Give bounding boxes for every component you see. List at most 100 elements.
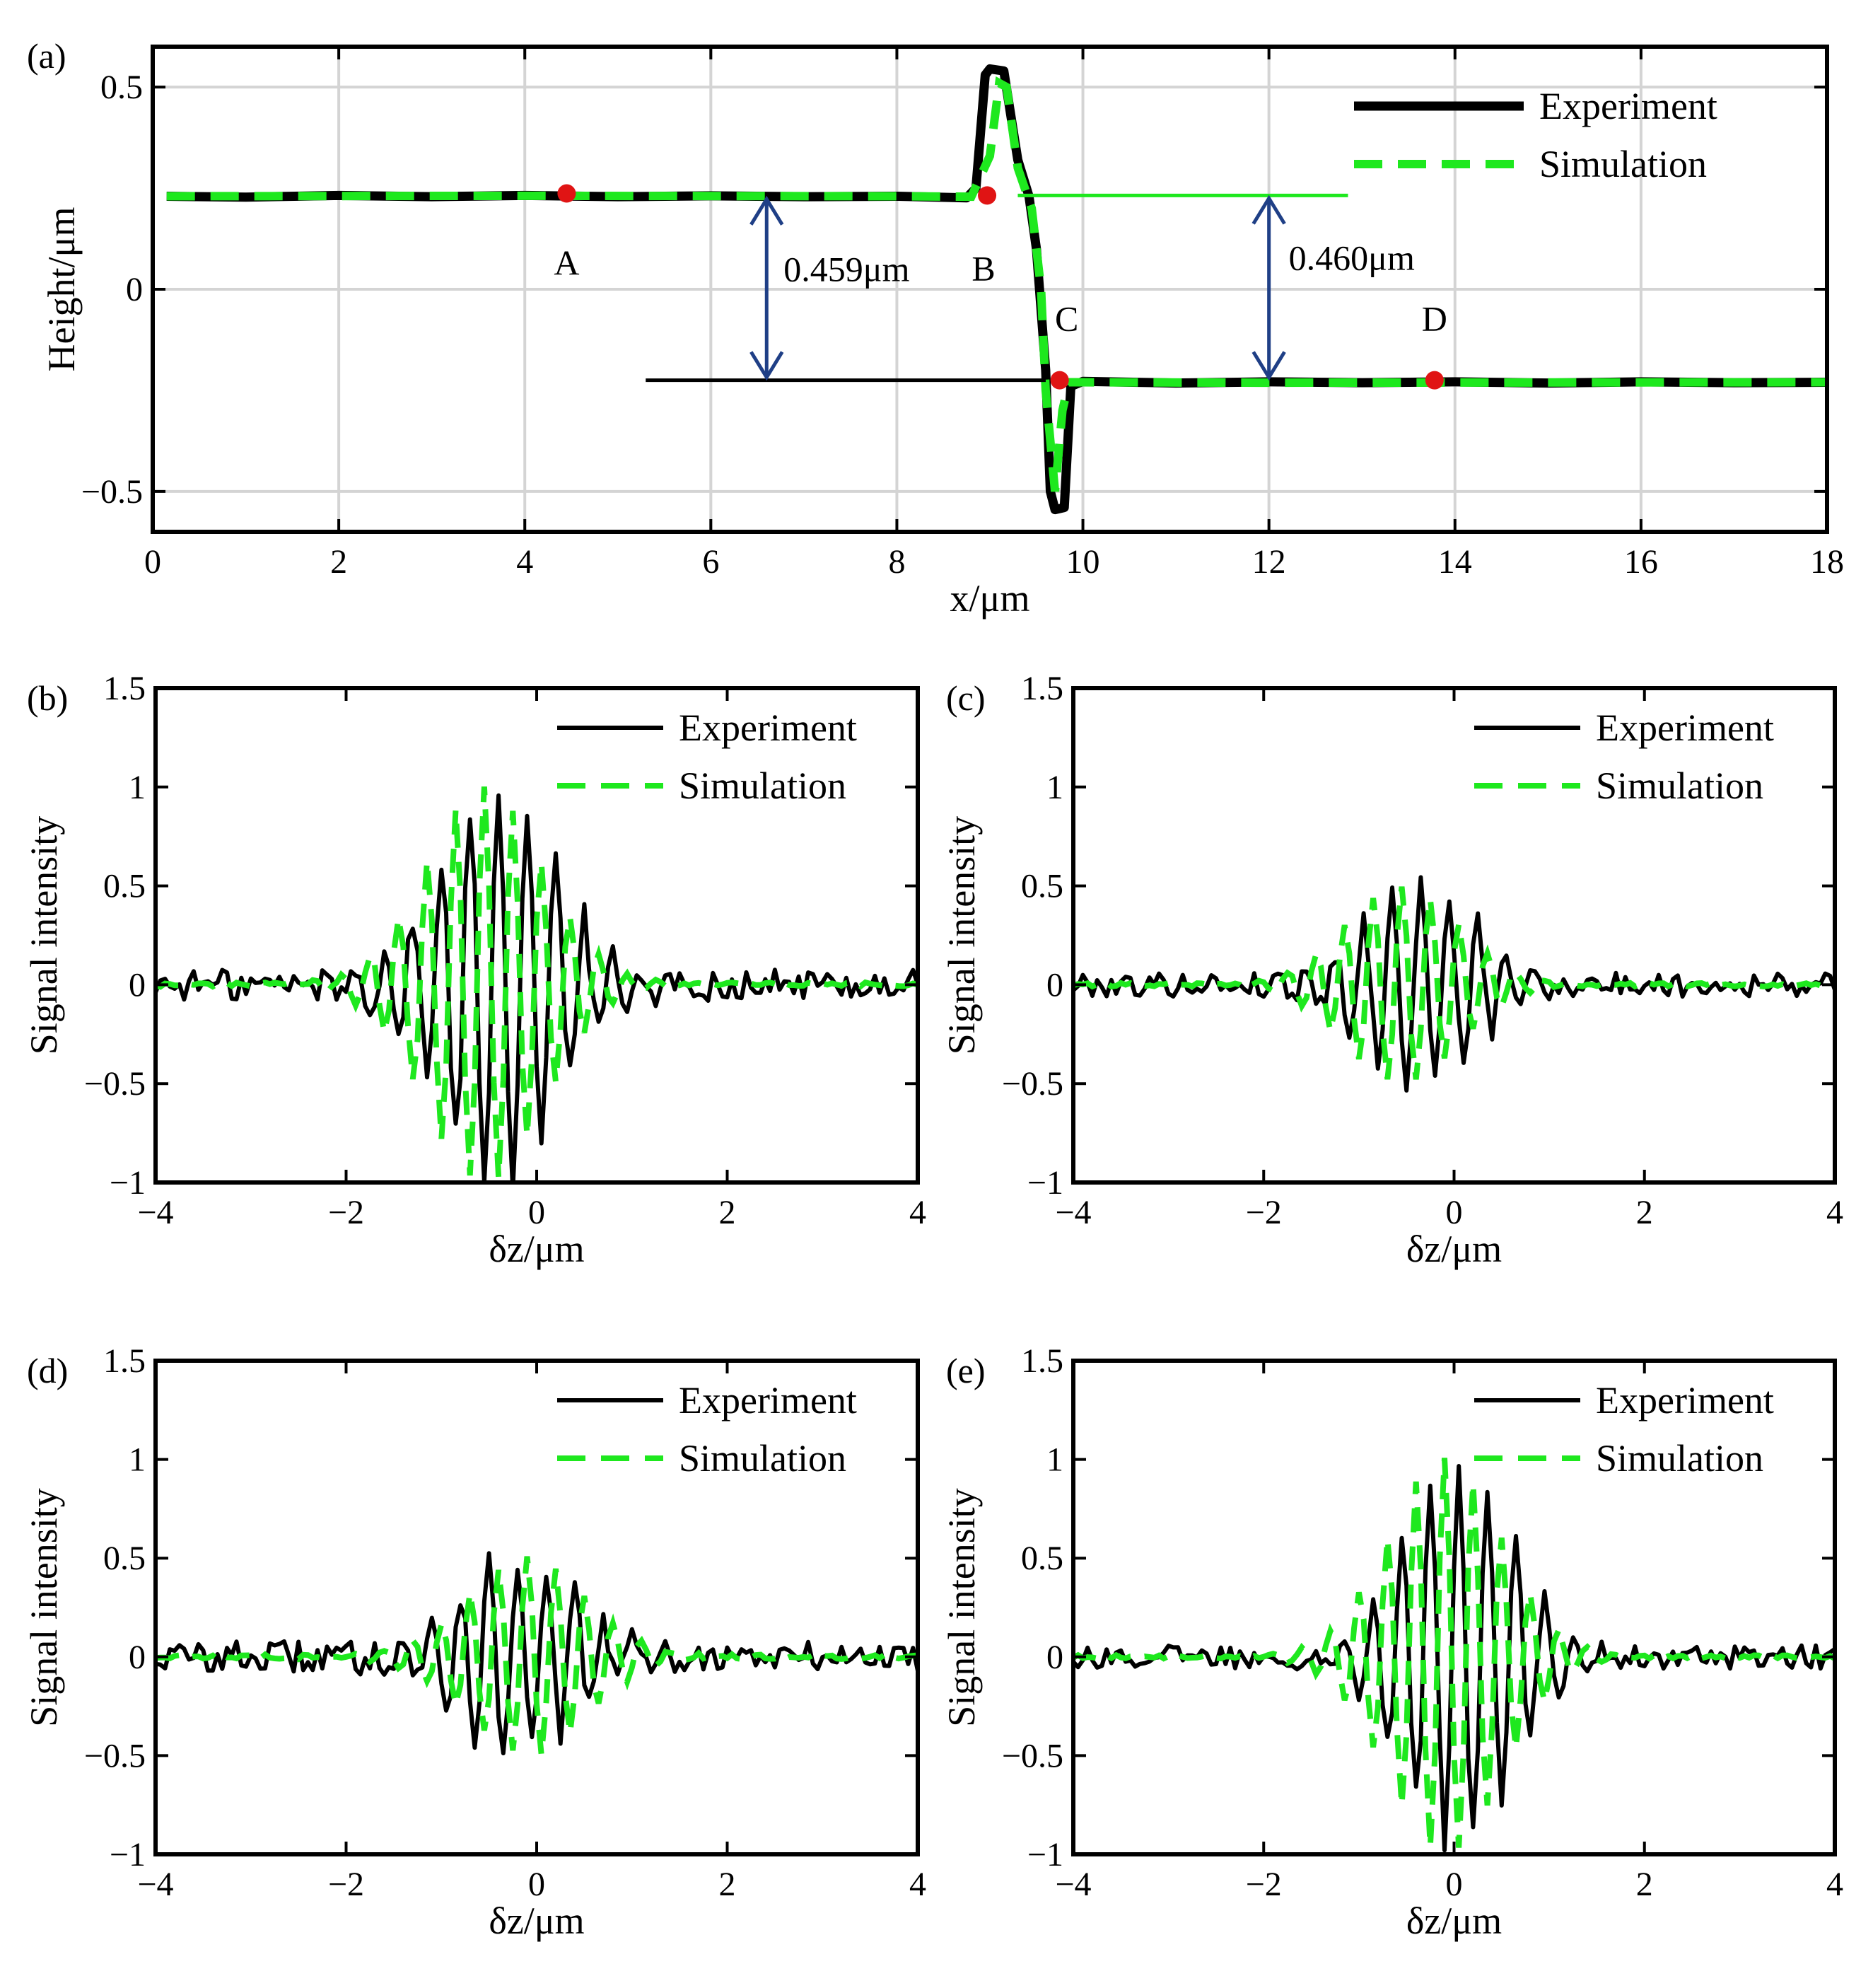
x-tick-label: 4 [1826,1194,1843,1231]
y-axis-label: Height/μm [40,207,83,372]
y-tick-label: 0 [126,271,143,308]
x-tick-label: 14 [1438,543,1472,581]
legend: Experiment Simulation [1474,707,1774,807]
marker-label: C [1055,299,1078,339]
legend-entry: Simulation [679,765,846,807]
marker-point [978,186,997,205]
x-tick-label: −2 [1246,1194,1282,1231]
x-tick-label: 0 [528,1194,545,1231]
x-tick-label: 0 [1446,1866,1463,1903]
y-tick-label: 0 [129,1639,146,1676]
legend-entry: Simulation [1596,765,1763,807]
x-tick-label: 12 [1252,543,1286,581]
panel-a: (a) 0.459μm 0.460μm A B C D 0 2 4 6 8 10 12 14 16 18 −0.5… [27,36,1844,620]
x-tick-label: 2 [1636,1194,1653,1231]
series-simulation [156,1556,918,1755]
y-tick-label: −1 [1027,1164,1063,1202]
y-tick-label: −0.5 [84,1737,146,1774]
x-tick-label: 4 [909,1194,926,1231]
panel-e: (e) −4 −2 0 2 4 −1 −0.5 0 0.5 1 1.5 δz/μm Signal inte… [940,1342,1843,1942]
step-annotation: 0.459μm [783,250,909,289]
x-axis-label: δz/μm [489,1228,584,1270]
x-tick-label: 4 [516,543,533,581]
x-tick-label: 16 [1624,543,1658,581]
y-tick-label: 0 [1046,966,1063,1004]
x-tick-label: 10 [1066,543,1100,581]
step-annotation: 0.460μm [1289,238,1415,277]
x-tick-label: 0 [528,1866,545,1903]
marker-label: D [1422,299,1447,339]
x-axis-label: δz/μm [1406,1228,1502,1270]
y-tick-label: −1 [110,1836,146,1873]
y-tick-label: −0.5 [1002,1737,1063,1774]
y-tick-label: −1 [110,1164,146,1202]
y-tick-label: 1.5 [103,1342,146,1380]
y-tick-label: 0.5 [100,69,143,106]
legend-entry: Experiment [1539,85,1717,127]
x-tick-label: 4 [1826,1866,1843,1903]
x-tick-label: 2 [330,543,347,581]
y-tick-label: 0.5 [1021,868,1063,905]
legend-entry: Experiment [679,707,857,749]
x-tick-label: 0 [144,543,161,581]
x-tick-label: 18 [1810,543,1844,581]
panel-c: (c) −4 −2 0 2 4 −1 −0.5 0 0.5 1 1.5 δz/μm Signal inte… [940,670,1843,1270]
legend-entry: Simulation [1539,143,1707,185]
y-tick-label: 1.5 [1021,670,1063,707]
panel-label: (c) [946,678,986,718]
series-experiment [1073,875,1835,1093]
series-simulation [166,76,1827,492]
x-tick-label: 2 [719,1866,736,1903]
y-tick-label: 1.5 [103,670,146,707]
x-tick-label: −4 [137,1866,173,1903]
panel-b: (b) −4 −2 0 2 4 −1 −0.5 0 0.5 1 1.5 δz/μm Signal inte… [23,670,926,1270]
panel-d: (d) −4 −2 0 2 4 −1 −0.5 0 0.5 1 1.5 δz/μm Signal inte… [23,1342,926,1942]
y-tick-label: −0.5 [84,1065,146,1103]
x-tick-label: 2 [719,1194,736,1231]
legend: Experiment Simulation [557,707,857,807]
y-tick-label: −1 [1027,1836,1063,1873]
legend: Experiment Simulation [1474,1379,1774,1480]
legend-entry: Experiment [679,1379,857,1422]
plot-area [1073,1458,1835,1853]
marker-point [1050,371,1069,390]
y-tick-label: 1 [129,769,146,806]
marker-label: A [554,243,579,283]
x-tick-label: 8 [888,543,905,581]
x-tick-label: −4 [1055,1866,1091,1903]
x-axis-label: x/μm [950,577,1030,620]
x-axis-label: δz/μm [1406,1900,1502,1942]
panel-label: (d) [27,1351,68,1390]
legend-entry: Experiment [1596,707,1774,749]
x-tick-label: −4 [137,1194,173,1231]
arrow-head-up [1251,194,1286,225]
legend-entry: Simulation [1596,1437,1763,1480]
plot-area [156,1551,918,1755]
x-tick-label: −4 [1055,1194,1091,1231]
series-experiment [156,1551,918,1755]
y-axis-label: Signal intensity [23,1488,65,1727]
x-tick-label: 6 [702,543,719,581]
panel-label: (b) [27,678,68,718]
plot-area [1073,875,1835,1093]
y-tick-label: 1.5 [1021,1342,1063,1380]
y-tick-label: 1 [129,1441,146,1479]
marker-point [1425,371,1444,390]
y-tick-label: −0.5 [81,473,143,511]
legend-entry: Experiment [1596,1379,1774,1422]
y-tick-label: 0.5 [1021,1540,1063,1577]
x-tick-label: −2 [328,1866,364,1903]
y-tick-label: 1 [1046,769,1063,806]
x-tick-label: 4 [909,1866,926,1903]
y-tick-label: 0 [129,966,146,1004]
panel-label: (a) [27,36,66,76]
x-tick-label: −2 [1246,1866,1282,1903]
y-axis-label: Signal intensity [940,1488,983,1727]
plot-area [156,786,918,1182]
arrow-head-down [749,351,784,381]
y-tick-label: 0 [1046,1639,1063,1676]
legend: Experiment Simulation [1354,85,1717,185]
y-axis-label: Signal intensity [940,816,983,1055]
series-simulation [156,786,918,1178]
